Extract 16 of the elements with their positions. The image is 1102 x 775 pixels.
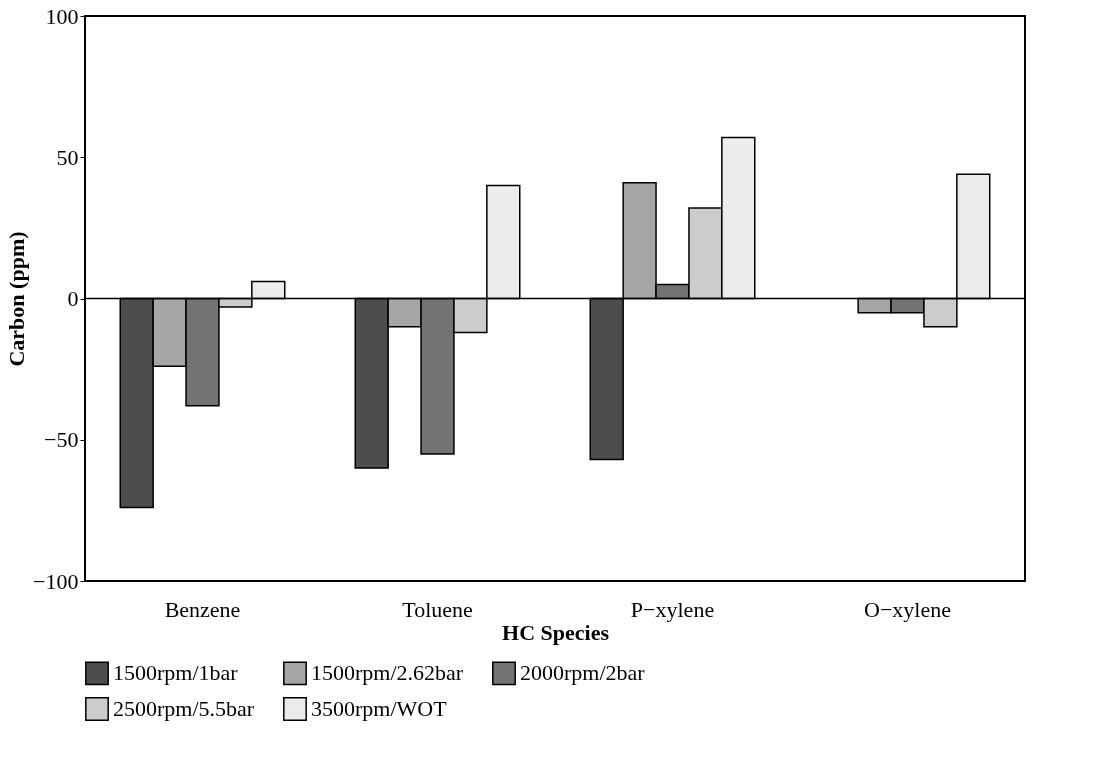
y-tick-label: 50 [56,144,79,170]
legend-label: 1500rpm/1bar [113,660,239,686]
legend-label: 3500rpm/WOT [311,696,448,721]
x-tick-label: Benzene [164,596,241,622]
y-axis-title: Carbon (ppm) [4,231,30,367]
x-tick-label: P−xylene [630,596,715,622]
legend-label: 2500rpm/5.5bar [113,696,255,721]
y-tick-label: 0 [67,286,79,311]
x-tick-label: O−xylene [864,596,951,622]
legend-label: 2000rpm/2bar [520,660,646,686]
y-tick-label: 100 [45,3,79,29]
y-tick-label: −50 [44,427,79,453]
x-tick-label: Toluene [402,596,473,622]
legend-label: 1500rpm/2.62bar [311,660,464,686]
x-axis-title: HC Species [502,619,610,645]
y-tick-label: −100 [33,568,79,594]
